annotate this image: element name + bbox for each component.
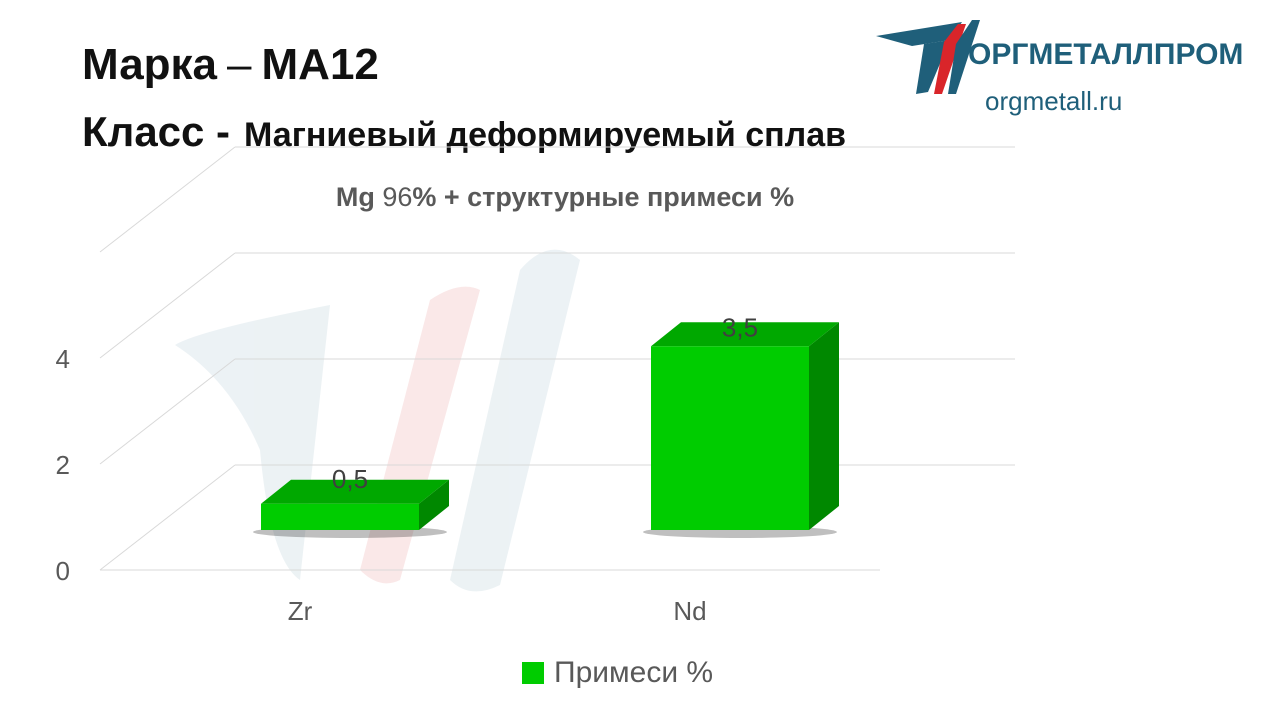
x-category-label: Nd xyxy=(673,596,706,626)
chart-grid xyxy=(99,146,1015,571)
class-value: Магниевый деформируемый сплав xyxy=(244,116,847,154)
legend-label: Примеси % xyxy=(554,656,714,689)
grade-title: Марка – МА12 xyxy=(82,40,379,90)
bar xyxy=(643,322,839,538)
company-logo-icon xyxy=(876,20,980,94)
chart-title: Mg 96% + структурные примеси % xyxy=(0,182,1130,213)
class-label: Класс - xyxy=(82,108,231,155)
grade-label: Марка xyxy=(82,40,218,89)
data-label: 3,5 xyxy=(722,312,758,342)
chart-title-base: Mg xyxy=(335,182,375,212)
company-name: ОРГМЕТАЛЛПРОМ xyxy=(968,38,1244,71)
gridline-top xyxy=(99,146,1015,253)
watermark-logo-icon xyxy=(175,249,580,592)
chart-bars xyxy=(253,322,839,538)
bar xyxy=(253,479,449,538)
chart-labels: 0 2 4 0,5 Zr 3,5 Nd xyxy=(56,312,759,626)
gridline xyxy=(99,252,1015,359)
company-url[interactable]: orgmetall.ru xyxy=(985,86,1123,116)
class-line: Класс - Магниевый деформируемый сплав xyxy=(82,108,846,156)
y-tick-label: 4 xyxy=(56,344,70,374)
gridline xyxy=(99,358,1015,465)
gridline xyxy=(99,464,1015,571)
chart-legend: Примеси % xyxy=(522,656,713,690)
grade-dash: – xyxy=(227,40,252,89)
data-label: 0,5 xyxy=(332,464,368,494)
grade-value: МА12 xyxy=(261,40,379,89)
legend-swatch-icon xyxy=(522,662,544,684)
y-tick-label: 0 xyxy=(56,556,70,586)
x-category-label: Zr xyxy=(288,596,313,626)
chart-title-pct: 96 xyxy=(382,182,413,212)
y-tick-label: 2 xyxy=(56,450,70,480)
chart-title-rest: % + структурные примеси % xyxy=(412,182,795,212)
